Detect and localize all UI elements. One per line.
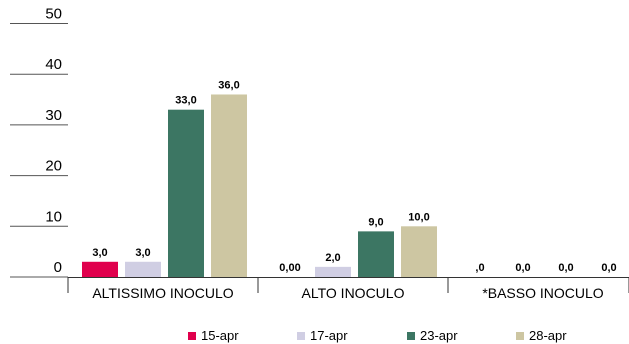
legend-item: 28-apr xyxy=(516,328,567,343)
bar xyxy=(315,266,351,277)
legend: 15-apr 17-apr 23-apr 28-apr xyxy=(188,328,567,343)
data-label: 0,00 xyxy=(279,262,300,274)
bars: 3,0 3,0 33,0 36,0 0,00 2,0 9,0 10,0 ,0 0,0 0,0 0,0 xyxy=(82,79,617,277)
bar xyxy=(358,231,394,277)
data-label: 10,0 xyxy=(408,211,429,223)
y-tick-label: 20 xyxy=(45,158,62,175)
data-label: 0,0 xyxy=(558,262,573,274)
y-tick-label: 40 xyxy=(45,56,62,73)
x-category-label: ALTO INOCULO xyxy=(302,285,405,301)
x-category-label: *BASSO INOCULO xyxy=(482,285,603,301)
data-label: 36,0 xyxy=(218,79,239,91)
bar xyxy=(211,94,247,277)
legend-item: 15-apr xyxy=(188,328,239,343)
data-label: ,0 xyxy=(475,262,484,274)
legend-swatch xyxy=(297,332,305,340)
legend-label: 15-apr xyxy=(201,328,239,343)
legend-item: 23-apr xyxy=(407,328,458,343)
data-label: 3,0 xyxy=(135,247,150,259)
bar xyxy=(401,226,437,277)
legend-swatch xyxy=(516,332,524,340)
bar xyxy=(82,261,118,277)
y-axis: 0 10 20 30 40 50 xyxy=(10,6,68,278)
data-label: 2,0 xyxy=(325,252,340,264)
data-label: 0,0 xyxy=(515,262,530,274)
x-category-label: ALTISSIMO INOCULO xyxy=(92,285,233,301)
data-label: 3,0 xyxy=(92,247,107,259)
legend-swatch xyxy=(407,332,415,340)
x-axis: ALTISSIMO INOCULO ALTO INOCULO *BASSO INOC… xyxy=(67,277,629,301)
legend-label: 17-apr xyxy=(310,328,348,343)
legend-item: 17-apr xyxy=(297,328,348,343)
y-tick-label: 10 xyxy=(45,208,62,225)
y-tick-label: 50 xyxy=(45,6,62,23)
y-tick-label: 0 xyxy=(54,259,62,276)
legend-label: 23-apr xyxy=(420,328,458,343)
legend-swatch xyxy=(188,332,196,340)
legend-label: 28-apr xyxy=(529,328,567,343)
data-label: 33,0 xyxy=(175,95,196,107)
bar xyxy=(125,261,161,277)
y-tick-label: 30 xyxy=(45,107,62,124)
data-label: 9,0 xyxy=(368,216,383,228)
bar xyxy=(168,109,204,277)
data-label: 0,0 xyxy=(601,262,616,274)
